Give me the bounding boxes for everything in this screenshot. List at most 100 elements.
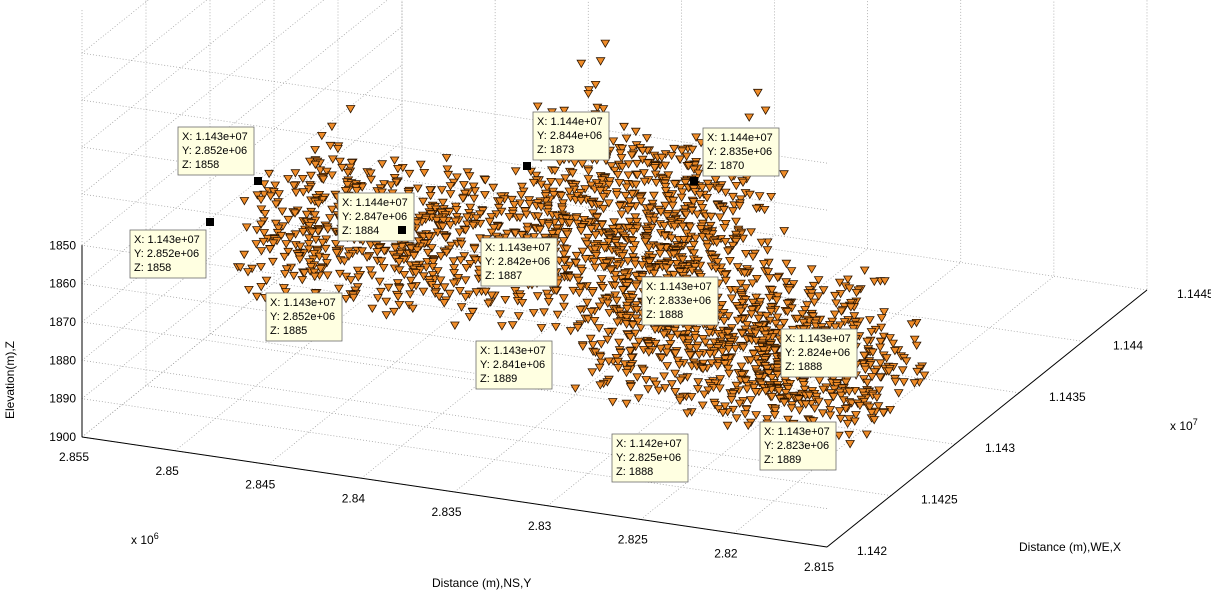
data-point-marker [626, 151, 637, 160]
data-point-marker [619, 122, 629, 132]
datatip-line: Z: 1889 [480, 373, 517, 385]
data-point-marker [303, 240, 314, 249]
data-point-marker [366, 175, 377, 185]
data-point-marker [426, 244, 437, 253]
data-point-marker [702, 179, 713, 189]
data-point-marker [306, 171, 316, 181]
data-point-marker [321, 259, 332, 268]
datatip-box [480, 237, 558, 287]
data-point-marker [875, 343, 886, 352]
data-point-marker [464, 313, 475, 322]
data-point-marker [260, 209, 270, 219]
data-point-marker [575, 283, 586, 292]
datatip-line: Y: 2.852e+06 [270, 311, 335, 323]
data-point-marker [290, 209, 300, 218]
data-point-marker [726, 294, 737, 303]
data-point-marker [783, 384, 794, 394]
data-point-marker [337, 163, 348, 173]
data-point-marker [625, 383, 636, 392]
data-point-marker [782, 307, 793, 317]
data-point-marker [274, 190, 284, 199]
data-point-marker [742, 321, 752, 330]
data-point-marker [861, 430, 872, 439]
z-tick-label: 1900 [49, 430, 76, 444]
data-point-marker [437, 198, 448, 208]
data-point-marker [543, 298, 554, 307]
datatip[interactable]: X: 1.144e+07 Y: 2.847e+06 Z: 1884 [337, 192, 415, 242]
datatip[interactable]: X: 1.143e+07 Y: 2.842e+06 Z: 1887 [480, 237, 558, 287]
data-point-marker [641, 376, 652, 385]
datatip-line: Y: 2.842e+06 [485, 256, 550, 268]
datatip[interactable]: X: 1.143e+07 Y: 2.833e+06 Z: 1888 [641, 276, 719, 326]
data-point-marker [344, 252, 354, 261]
data-point-marker [427, 271, 438, 280]
data-point-marker [730, 344, 741, 354]
data-point-marker [577, 342, 588, 351]
data-point-marker [575, 305, 586, 315]
data-point-marker [576, 59, 587, 69]
datatip-line: X: 1.144e+07 [707, 132, 773, 144]
datatip[interactable]: X: 1.142e+07 Y: 2.825e+06 Z: 1888 [611, 433, 689, 483]
data-point-marker [425, 186, 436, 195]
data-point-marker [890, 377, 901, 387]
datatip[interactable]: X: 1.143e+07 Y: 2.824e+06 Z: 1888 [780, 328, 858, 378]
data-point-marker [372, 248, 383, 257]
data-point-marker [607, 398, 618, 407]
datatip-marker [690, 177, 698, 185]
data-point-marker [445, 190, 456, 199]
data-point-marker [660, 201, 671, 211]
data-point-marker [611, 296, 622, 306]
data-point-marker [239, 197, 250, 206]
data-point-marker [621, 320, 632, 329]
data-point-marker [396, 243, 407, 252]
datatip[interactable]: X: 1.143e+07 Y: 2.852e+06 Z: 1858 [177, 126, 262, 185]
data-point-marker [637, 147, 648, 156]
data-point-marker [271, 200, 282, 209]
data-point-marker [558, 237, 569, 246]
data-point-marker [866, 408, 877, 418]
data-point-marker [531, 171, 542, 180]
data-point-marker [365, 266, 376, 275]
data-point-marker [866, 328, 877, 337]
data-point-marker [778, 318, 789, 328]
data-point-marker [720, 219, 731, 229]
data-point-marker [620, 191, 631, 201]
grid-line-x [209, 0, 956, 445]
data-point-marker [825, 406, 836, 415]
datatip[interactable]: X: 1.143e+07 Y: 2.852e+06 Z: 1885 [265, 292, 343, 342]
data-point-marker [590, 231, 601, 240]
data-point-marker [702, 193, 712, 203]
y-tick-label: 2.84 [342, 491, 366, 505]
data-point-marker [667, 201, 678, 210]
y-axis-line [81, 436, 828, 548]
data-point-marker [524, 199, 535, 209]
data-point-marker [758, 260, 769, 269]
data-point-marker [889, 347, 900, 356]
datatip[interactable]: X: 1.144e+07 Y: 2.835e+06 Z: 1870 [690, 127, 780, 185]
datatip[interactable]: X: 1.143e+07 Y: 2.852e+06 Z: 1858 [129, 218, 214, 279]
grid-line-z-upper [81, 0, 828, 258]
datatip[interactable]: X: 1.143e+07 Y: 2.823e+06 Z: 1889 [759, 421, 837, 471]
data-point-marker [731, 181, 742, 191]
data-point-marker [661, 348, 672, 357]
data-point-marker [603, 199, 614, 208]
data-point-marker [393, 164, 403, 174]
datatip[interactable]: X: 1.143e+07 Y: 2.841e+06 Z: 1889 [475, 340, 553, 390]
x-tick-label: 1.1425 [921, 493, 958, 507]
data-point-marker [603, 357, 614, 366]
datatip[interactable]: X: 1.144e+07 Y: 2.844e+06 Z: 1873 [523, 111, 610, 170]
grid-line-x [145, 0, 892, 496]
x-tick-label: 1.142 [857, 544, 887, 558]
data-point-marker [849, 417, 860, 426]
data-point-marker [443, 170, 454, 180]
data-point-marker [762, 238, 773, 247]
data-point-marker [342, 168, 353, 178]
data-point-marker [744, 113, 755, 122]
datatip-line: X: 1.143e+07 [134, 234, 200, 246]
data-point-marker [504, 213, 515, 222]
data-point-marker [471, 288, 482, 297]
data-point-marker [679, 236, 689, 245]
data-point-marker [594, 324, 605, 333]
data-point-marker [676, 193, 687, 202]
data-point-marker [800, 400, 811, 409]
